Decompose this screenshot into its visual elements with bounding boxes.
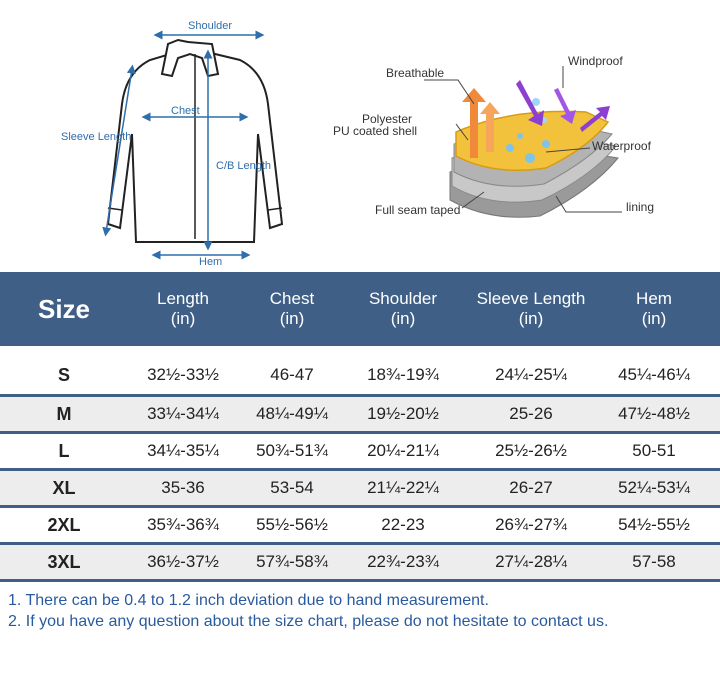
- cell-size: 2XL: [47, 515, 81, 535]
- table-row: 2XL 35¾-36¾ 55½-56½ 22-23 26¾-27¾ 54½-55…: [0, 508, 720, 542]
- cell-length: 35-36: [161, 478, 205, 497]
- chest-label: Chest: [171, 105, 200, 117]
- header-length: Length (in): [128, 272, 238, 346]
- header-chest: Chest (in): [238, 272, 346, 346]
- note-line: 2. If you have any question about the si…: [8, 613, 609, 630]
- shell-label-line2: PU coated shell: [333, 124, 418, 138]
- cell-length: 34¼-35¼: [147, 441, 219, 460]
- lining-label: lining: [626, 200, 655, 214]
- header-size-text: Size: [37, 294, 91, 324]
- waterproof-label: Waterproof: [592, 139, 651, 153]
- diagram-area: Shoulder Chest Sleeve Length C/B Length …: [0, 0, 720, 272]
- hem-label: Hem: [199, 256, 223, 268]
- cell-length: 33¼-34¼: [147, 404, 219, 423]
- cell-sleeve-length: 26¾-27¾: [495, 515, 567, 534]
- header-length-text: Length: [157, 289, 209, 308]
- windproof-label: Windproof: [568, 54, 623, 68]
- cell-shoulder: 19½-20½: [367, 404, 439, 423]
- cell-sleeve-length: 25-26: [509, 404, 553, 423]
- notes: 1. There can be 0.4 to 1.2 inch deviatio…: [8, 590, 608, 632]
- table-row: L 34¼-35¼ 50¾-51¾ 20¼-21¼ 25½-26½ 50-51: [0, 434, 720, 468]
- cell-sleeve-length: 26-27: [509, 478, 553, 497]
- header-chest-text: Chest: [269, 289, 315, 308]
- cell-size: XL: [52, 478, 76, 498]
- header-shoulder-unit: (in): [390, 309, 416, 328]
- cell-length: 35¾-36¾: [147, 515, 219, 534]
- cell-hem: 45¼-46¼: [618, 365, 690, 384]
- row-divider: [0, 579, 720, 582]
- cell-hem: 54½-55½: [618, 515, 690, 534]
- cell-shoulder: 18¾-19¾: [367, 365, 439, 384]
- table-row: 3XL 36½-37½ 57¾-58¾ 22¾-23¾ 27¼-28¼ 57-5…: [0, 545, 720, 579]
- header-shoulder-text: Shoulder: [368, 289, 438, 308]
- row-divider: [0, 505, 720, 508]
- sleeve-length-label: Sleeve Length: [61, 131, 132, 143]
- cell-hem: 52¼-53¼: [618, 478, 690, 497]
- cell-chest: 57¾-58¾: [256, 552, 328, 571]
- cell-length: 36½-37½: [147, 552, 219, 571]
- cell-shoulder: 20¼-21¼: [367, 441, 439, 460]
- header-hem-unit: (in): [641, 309, 667, 328]
- cell-size: L: [58, 441, 70, 461]
- table-row: XL 35-36 53-54 21¼-22¼ 26-27 52¼-53¼: [0, 471, 720, 505]
- seam-label: Full seam taped: [375, 203, 461, 217]
- row-divider: [0, 431, 720, 434]
- cell-shoulder: 22¾-23¾: [367, 552, 439, 571]
- cell-chest: 55½-56½: [256, 515, 328, 534]
- cell-hem: 57-58: [632, 552, 676, 571]
- cell-chest: 50¾-51¾: [256, 441, 328, 460]
- cell-sleeve-length: 25½-26½: [495, 441, 567, 460]
- row-divider: [0, 542, 720, 545]
- header-hem: Hem (in): [602, 272, 706, 346]
- header-hem-text: Hem: [636, 289, 672, 308]
- cell-length: 32½-33½: [147, 365, 219, 384]
- cell-size: M: [56, 404, 72, 424]
- cell-chest: 48¼-49¼: [256, 404, 328, 423]
- breathable-label: Breathable: [386, 66, 445, 80]
- cell-chest: 46-47: [270, 365, 314, 384]
- table-row: S 32½-33½ 46-47 18¾-19¾ 24¼-25¼ 45¼-46¼: [0, 358, 720, 392]
- header-length-unit: (in): [170, 309, 196, 328]
- table-row: M 33¼-34¼ 48¼-49¼ 19½-20½ 25-26 47½-48½: [0, 397, 720, 431]
- cell-hem: 47½-48½: [618, 404, 690, 423]
- header-chest-unit: (in): [279, 309, 305, 328]
- shirt-illustration: [102, 30, 284, 260]
- size-table-header: Size Length (in) Chest (in) Shoulder (in…: [0, 272, 720, 346]
- cb-length-label: C/B Length: [216, 160, 272, 172]
- header-sleeve-length-text: Sleeve Length: [476, 289, 586, 308]
- header-sleeve-length: Sleeve Length (in): [460, 272, 602, 346]
- row-divider: [0, 468, 720, 471]
- cell-shoulder: 21¼-22¼: [367, 478, 439, 497]
- cell-size: S: [57, 365, 70, 385]
- cell-sleeve-length: 24¼-25¼: [495, 365, 567, 384]
- row-divider: [0, 394, 720, 397]
- cell-size: 3XL: [47, 552, 81, 572]
- header-sleeve-length-unit: (in): [518, 309, 544, 328]
- fabric-layers-illustration: [424, 66, 622, 218]
- header-size: Size: [0, 272, 128, 346]
- cell-shoulder: 22-23: [381, 515, 425, 534]
- shell-label-line1: Polyester: [362, 112, 413, 126]
- cell-sleeve-length: 27¼-28¼: [495, 552, 567, 571]
- cell-chest: 53-54: [270, 478, 314, 497]
- cell-hem: 50-51: [632, 441, 676, 460]
- header-shoulder: Shoulder (in): [346, 272, 460, 346]
- note-line: 1. There can be 0.4 to 1.2 inch deviatio…: [8, 592, 489, 609]
- shoulder-label: Shoulder: [188, 20, 233, 32]
